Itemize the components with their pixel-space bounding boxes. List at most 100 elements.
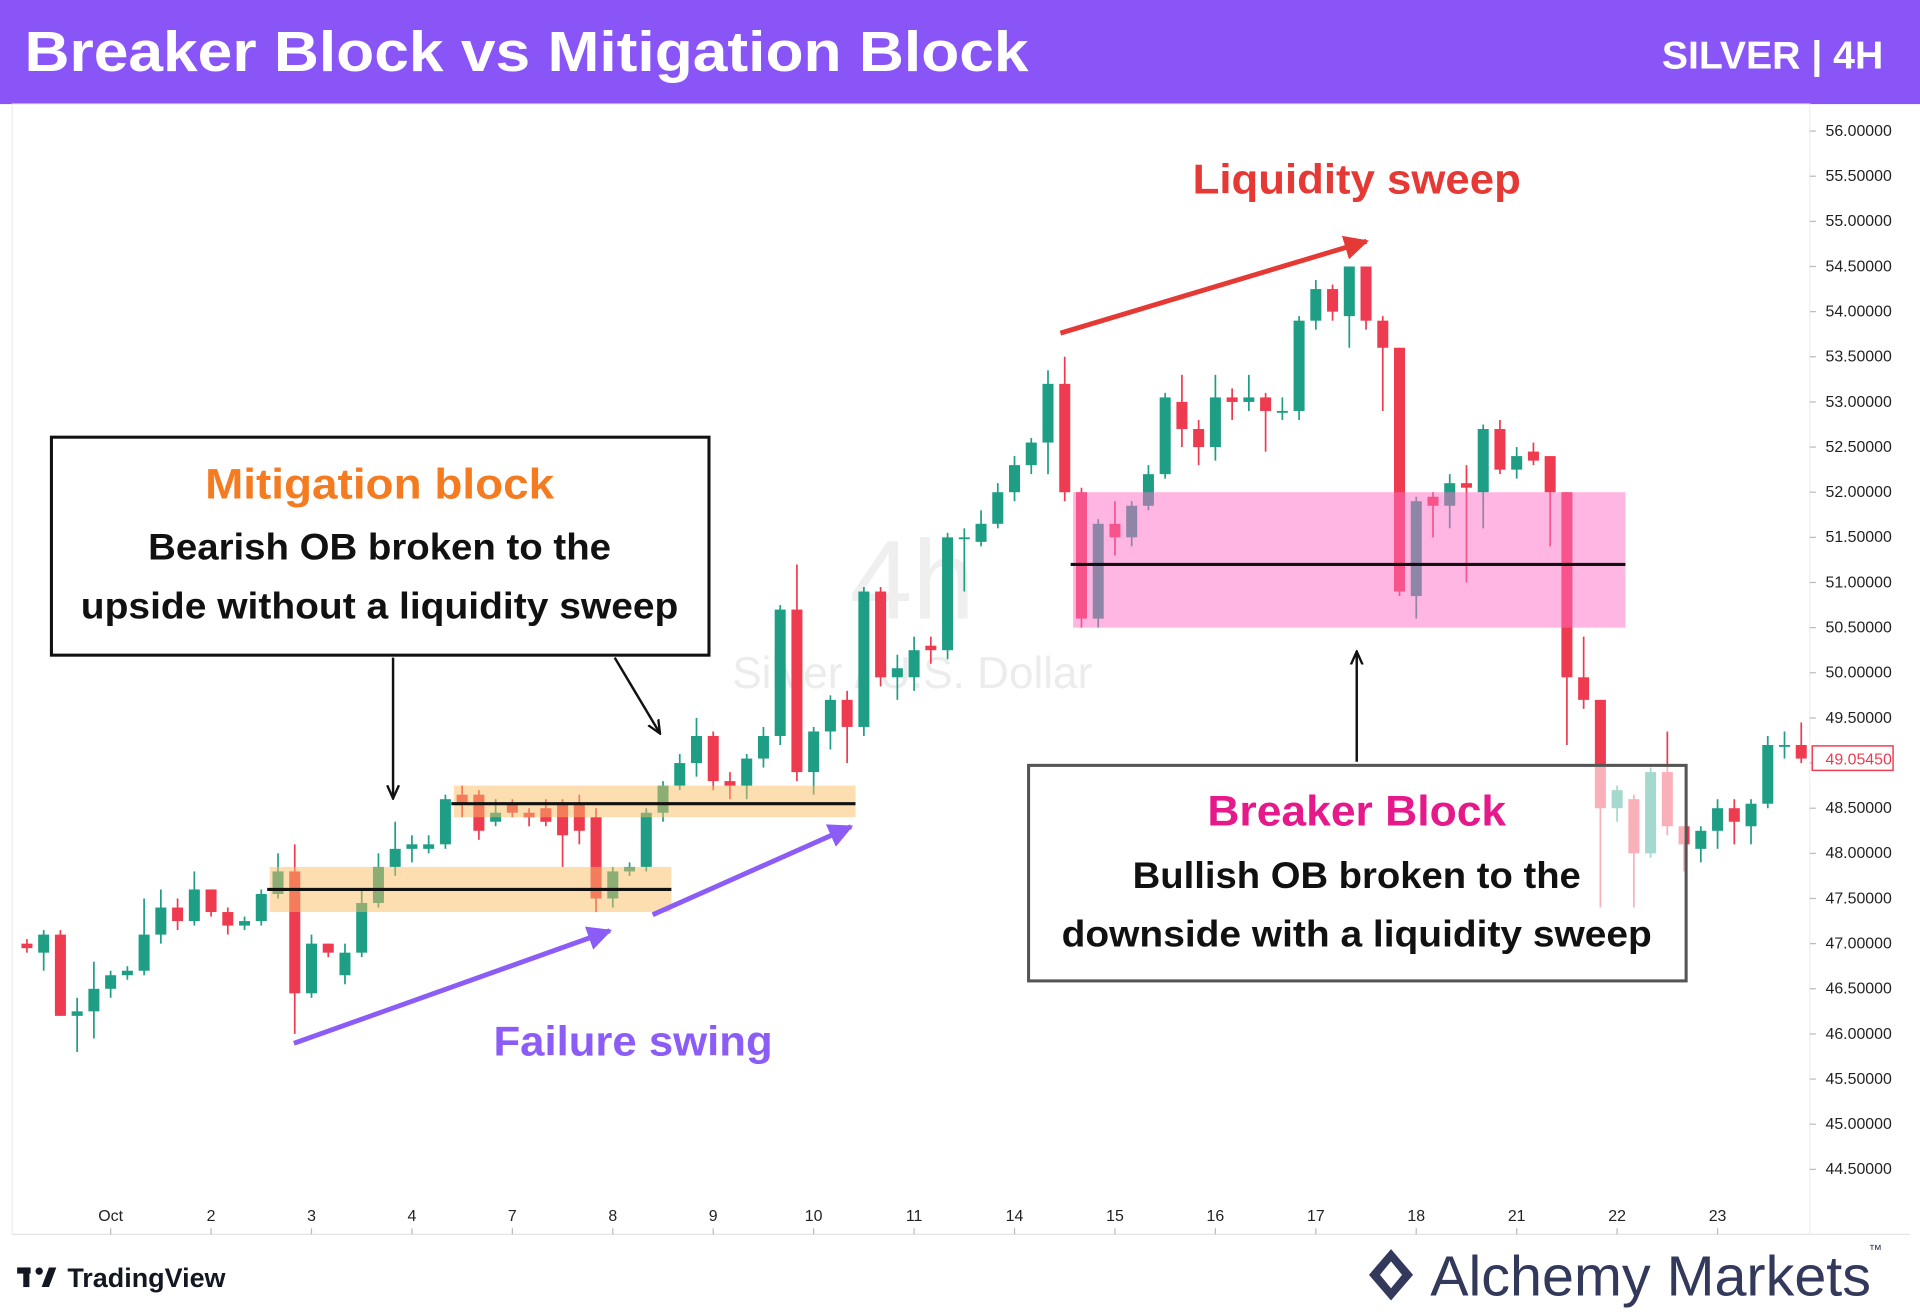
page-title: Breaker Block vs Mitigation Block <box>24 20 1029 83</box>
candle-body <box>841 699 853 727</box>
candle-body <box>439 799 451 845</box>
candle-body <box>1142 474 1154 506</box>
candle-body <box>875 591 887 678</box>
y-tick-label: 44.50000 <box>1825 1161 1891 1178</box>
x-tick-label: 18 <box>1407 1208 1425 1225</box>
candle-body <box>1544 456 1556 493</box>
candle-body <box>1193 429 1205 448</box>
candle-body <box>791 609 803 773</box>
candle-body <box>1310 289 1322 321</box>
trademark: ™ <box>1869 1242 1882 1257</box>
axes: 44.50000 45.00000 45.50000 46.00000 46.50000… <box>98 123 1894 1235</box>
x-tick-label: 22 <box>1608 1208 1626 1225</box>
breaker-box <box>1027 763 1688 983</box>
candle-body <box>1695 830 1707 849</box>
y-tick-label: 52.50000 <box>1825 439 1891 456</box>
candle-body <box>289 871 301 994</box>
candle-body <box>21 943 33 949</box>
candle-body <box>824 699 836 732</box>
candle-body <box>38 934 50 953</box>
candle-body <box>707 735 719 782</box>
candle-body <box>1226 397 1238 402</box>
candle-body <box>105 975 117 989</box>
candle-body <box>690 735 702 764</box>
y-tick-label: 54.00000 <box>1825 304 1891 321</box>
x-tick-label: 14 <box>1006 1208 1024 1225</box>
candle-body <box>925 645 937 651</box>
candle-body <box>205 889 217 913</box>
candle-body <box>1494 429 1506 470</box>
candle-body <box>1745 803 1757 827</box>
y-tick-label: 51.00000 <box>1825 574 1891 591</box>
x-tick-label: 21 <box>1508 1208 1526 1225</box>
candle-body <box>1360 266 1372 321</box>
candle-body <box>406 844 418 849</box>
mitigation-title: Mitigation block <box>205 460 554 508</box>
candle-body <box>975 523 987 542</box>
candle-body <box>1511 456 1523 470</box>
candle-body <box>54 934 66 1016</box>
y-tick-label: 46.50000 <box>1825 981 1891 998</box>
y-tick-label: 54.50000 <box>1825 258 1891 275</box>
mitigation-line: upside without a liquidity sweep <box>81 585 679 626</box>
x-tick-label: 2 <box>207 1208 216 1225</box>
order-block-zone <box>1073 492 1626 628</box>
candle-body <box>724 781 736 786</box>
order-block-zone <box>453 785 856 818</box>
candle-body <box>1394 347 1406 592</box>
candle-body <box>1042 383 1054 443</box>
failure-label: Failure swing <box>493 1018 772 1065</box>
candle-body <box>1009 465 1021 493</box>
candle-body <box>1260 397 1272 411</box>
y-tick-label: 55.00000 <box>1825 213 1891 230</box>
y-tick-label: 50.00000 <box>1825 665 1891 682</box>
candle-body <box>1712 808 1724 831</box>
candle-body <box>172 907 184 922</box>
candle-body <box>557 803 569 836</box>
candle-body <box>1293 320 1305 411</box>
candle-body <box>1795 745 1807 759</box>
y-tick-label: 53.50000 <box>1825 349 1891 366</box>
y-tick-label: 47.50000 <box>1825 890 1891 907</box>
x-tick-label: 17 <box>1307 1208 1325 1225</box>
candle-body <box>774 609 786 736</box>
header-bar <box>0 0 1920 105</box>
candle-body <box>389 848 401 867</box>
x-tick-label: 15 <box>1106 1208 1124 1225</box>
candle-body <box>1243 397 1255 402</box>
candle-body <box>239 921 251 926</box>
pointer-arrow <box>613 656 660 734</box>
x-tick-label: 4 <box>408 1208 417 1225</box>
candle-body <box>255 893 267 922</box>
y-tick-label: 50.50000 <box>1825 620 1891 637</box>
candle-body <box>222 912 234 926</box>
sweep-arrow <box>1059 235 1369 336</box>
candle-body <box>891 668 903 678</box>
candle-body <box>188 889 200 922</box>
candle-body <box>992 492 1004 524</box>
y-tick-label: 46.00000 <box>1825 1026 1891 1043</box>
candle-body <box>1343 266 1355 317</box>
candle-body <box>1025 442 1037 466</box>
y-tick-label: 48.00000 <box>1825 845 1891 862</box>
last-price-box <box>1811 745 1894 772</box>
y-tick-label: 55.50000 <box>1825 168 1891 185</box>
candle-body <box>305 943 318 994</box>
candle-body <box>908 650 920 678</box>
y-tick-label: 45.00000 <box>1825 1116 1891 1133</box>
candle-body <box>322 943 334 953</box>
mitigation-box <box>49 435 711 657</box>
y-tick-label: 53.00000 <box>1825 394 1891 411</box>
y-tick-label: 52.00000 <box>1825 484 1891 501</box>
y-tick-label: 49.50000 <box>1825 710 1891 727</box>
tradingview-label: TradingView <box>67 1263 225 1293</box>
y-tick-label: 45.50000 <box>1825 1071 1891 1088</box>
watermark: 4h <box>850 516 975 642</box>
candle-body <box>1276 410 1288 413</box>
candle-body <box>1578 677 1590 700</box>
last-price-label: 49.05450 <box>1825 751 1891 768</box>
candle-body <box>1377 320 1389 348</box>
failure-arrow <box>293 926 613 1046</box>
x-tick-label: 8 <box>608 1208 617 1225</box>
failure-arrow <box>651 824 854 918</box>
